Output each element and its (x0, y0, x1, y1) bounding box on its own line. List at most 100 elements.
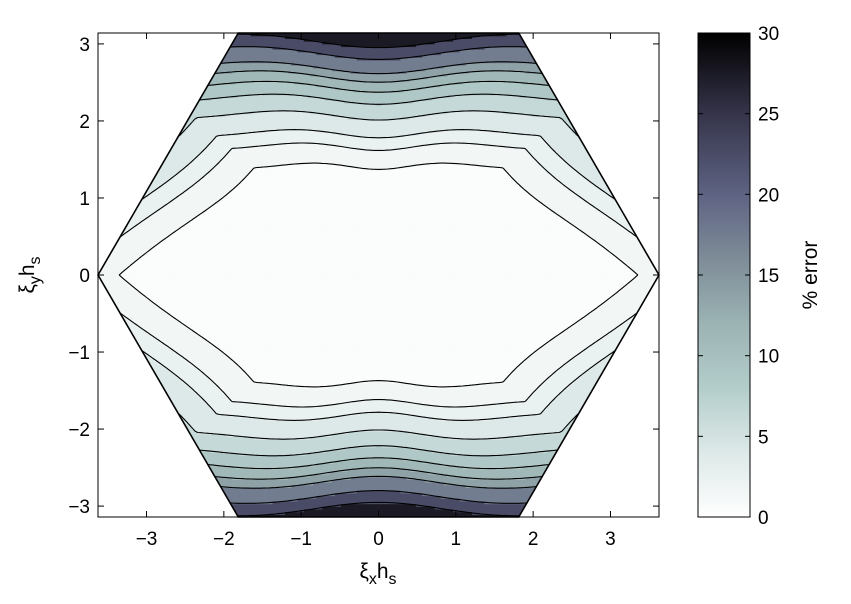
contour-cell (297, 492, 302, 497)
contour-cell (269, 508, 274, 513)
contour-cell (400, 503, 405, 507)
contour-cell (453, 506, 458, 510)
contour-cell (425, 487, 429, 491)
contour-cell (475, 490, 479, 494)
contour-cell (528, 490, 532, 494)
contour-cell (419, 498, 423, 502)
contour-cell (462, 508, 467, 513)
contour-cell (341, 514, 345, 517)
contour-cell (285, 503, 289, 507)
contour-cell (366, 490, 370, 494)
contour-cell (528, 492, 532, 497)
contour-cell (325, 503, 330, 507)
contour-cell (362, 495, 367, 499)
contour-cell (397, 500, 401, 505)
contour-cell (500, 487, 504, 491)
contour-cell (468, 506, 473, 510)
contour-cell (431, 511, 436, 515)
contour-cell (291, 511, 295, 515)
contour-cell (263, 498, 267, 502)
contour-cell (325, 495, 330, 499)
contour-cell (337, 492, 342, 497)
contour-cell (524, 487, 529, 491)
contour-cell (250, 495, 255, 499)
contour-cell (406, 503, 411, 507)
contour-cell (281, 506, 286, 510)
contour-cell (253, 506, 258, 510)
contour-cell (235, 495, 239, 499)
contour-cell (353, 498, 358, 502)
contour-cell (453, 503, 458, 507)
contour-cell (362, 487, 367, 491)
contour-cell (303, 498, 308, 502)
contour-cell (462, 492, 467, 497)
contour-cell (366, 511, 370, 515)
contour-cell (459, 487, 464, 491)
contour-cell (369, 514, 373, 517)
contour-cell (288, 487, 292, 491)
contour-cell (266, 495, 271, 499)
contour-cell (478, 514, 482, 517)
contour-cell (250, 503, 255, 507)
contour-cell (400, 495, 405, 499)
contour-cell (269, 514, 274, 517)
contour-cell (260, 508, 264, 513)
contour-cell (390, 514, 395, 517)
contour-cell (384, 498, 389, 502)
contour-cell (390, 506, 395, 510)
contour-cell (281, 500, 286, 505)
contour-cell (434, 514, 439, 517)
contour-cell (235, 508, 239, 513)
contour-cell (450, 514, 454, 517)
contour-cell (253, 498, 258, 502)
contour-cell (415, 500, 420, 505)
contour-cell (412, 492, 417, 497)
contour-cell (238, 484, 242, 489)
contour-cell (437, 503, 442, 507)
contour-cell (453, 511, 458, 515)
contour-cell (481, 508, 486, 513)
contour-cell (387, 511, 392, 515)
contour-cell (266, 514, 271, 517)
contour-cell (490, 490, 495, 494)
contour-cell (450, 500, 454, 505)
contour-cell (285, 508, 289, 513)
contour-cell (250, 506, 255, 510)
contour-cell (415, 514, 420, 517)
contour-cell (362, 514, 367, 517)
contour-cell (453, 495, 458, 499)
contour-cell (356, 492, 361, 497)
contour-cell (272, 492, 277, 497)
contour-cell (325, 511, 330, 515)
contour-cell (422, 511, 426, 515)
contour-cell (465, 511, 470, 515)
contour-cell (300, 511, 305, 515)
contour-cell (456, 503, 461, 507)
contour-cell (278, 508, 283, 513)
contour-cell (272, 490, 277, 494)
contour-cell (322, 503, 327, 507)
contour-cell (362, 498, 367, 502)
contour-cell (347, 503, 352, 507)
contour-cell (434, 503, 439, 507)
contour-cell (337, 495, 342, 499)
contour-cell (253, 508, 258, 513)
contour-cell (521, 500, 526, 505)
contour-cell (350, 503, 355, 507)
contour-cell (500, 506, 504, 510)
contour-cell (453, 500, 458, 505)
contour-cell (437, 487, 442, 491)
contour-cell (400, 487, 405, 491)
contour-cell (353, 492, 358, 497)
contour-cell (241, 498, 246, 502)
contour-cell (503, 500, 507, 505)
contour-cell (475, 498, 479, 502)
contour-cell (462, 511, 467, 515)
contour-cell (394, 492, 398, 497)
contour-cell (309, 498, 314, 502)
contour-cell (272, 484, 277, 489)
contour-cell (397, 511, 401, 515)
contour-cell (440, 498, 445, 502)
contour-cell (437, 492, 442, 497)
contour-cell (496, 492, 501, 497)
